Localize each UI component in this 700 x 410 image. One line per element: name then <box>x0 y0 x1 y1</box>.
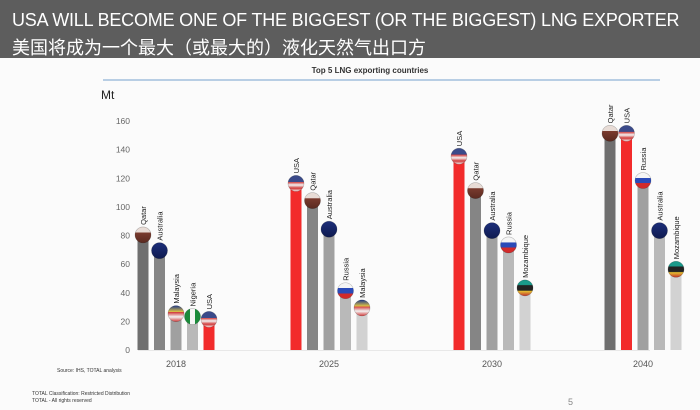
x-tick-label: 2025 <box>319 359 339 369</box>
bar-2018-australia <box>154 252 165 350</box>
bar-2025-qatar <box>307 202 318 350</box>
x-tick-label: 2040 <box>633 359 653 369</box>
y-tick-label: 140 <box>116 145 130 155</box>
bar-2025-malaysia <box>356 309 368 350</box>
bar-label: Qatar <box>472 161 481 180</box>
bar-label: Russia <box>505 211 514 235</box>
australia-flag-icon <box>483 222 501 239</box>
chart-title: Top 5 LNG exporting countries <box>312 66 429 75</box>
bar-label: Russia <box>639 147 648 171</box>
russia-flag-icon <box>337 282 354 300</box>
bar-label: Mozambique <box>672 216 681 259</box>
nigeria-flag-icon <box>184 308 201 325</box>
bar-2018-malaysia <box>170 315 182 350</box>
bar-2040-australia <box>654 232 665 350</box>
mozambique-flag-icon <box>516 279 534 297</box>
bar-label: Australia <box>325 189 334 219</box>
malaysia-flag-icon <box>353 299 371 317</box>
bar-2030-mozambique <box>519 289 531 350</box>
bar-label: Mozambique <box>521 235 530 278</box>
bar-2030-australia <box>486 232 498 350</box>
x-tick-label: 2030 <box>482 359 502 369</box>
bar-label: Australia <box>656 191 665 221</box>
footer-notes: TOTAL Classification: Restricted Distrib… <box>32 391 130 405</box>
malaysia-flag-icon <box>167 305 185 322</box>
bar-label: USA <box>292 158 301 173</box>
bar-2018-usa <box>203 321 215 350</box>
bar-label: USA <box>455 131 464 146</box>
qatar-flag-icon <box>601 125 619 142</box>
page-number: 5 <box>568 397 574 407</box>
classification-note: TOTAL Classification: Restricted Distrib… <box>32 391 130 397</box>
y-axis-label: Mt <box>101 88 115 102</box>
russia-flag-icon <box>500 236 517 254</box>
bar-2018-qatar <box>137 236 149 350</box>
y-tick-label: 60 <box>121 259 131 269</box>
russia-flag-icon <box>634 172 652 189</box>
mozambique-flag-icon <box>667 260 685 278</box>
qatar-flag-icon <box>304 192 321 209</box>
bar-label: Qatar <box>309 171 318 190</box>
bar-label: Malaysia <box>172 273 181 303</box>
bar-label: Malaysia <box>358 268 367 298</box>
usa-flag-icon <box>450 147 468 165</box>
y-tick-label: 20 <box>121 316 131 326</box>
bar-2025-australia <box>323 231 335 350</box>
slide-title-zh: 美国将成为一个最大（或最大的）液化天然气出口方 <box>12 38 426 59</box>
bar-label: USA <box>623 108 632 123</box>
australia-flag-icon <box>320 220 338 238</box>
y-tick-label: 160 <box>116 116 130 126</box>
source-note: Source: IHS, TOTAL analysis <box>57 368 122 374</box>
y-tick-label: 80 <box>121 231 131 241</box>
y-tick-label: 100 <box>116 202 130 212</box>
bar-2030-russia <box>503 246 514 350</box>
y-tick-label: 0 <box>125 345 130 355</box>
slide-title-en: USA WILL BECOME ONE OF THE BIGGEST (OR T… <box>12 10 680 30</box>
australia-flag-icon <box>651 222 668 239</box>
bar-label: Australia <box>488 191 497 221</box>
usa-flag-icon <box>200 311 218 328</box>
bar-label: Nigeria <box>189 282 198 307</box>
slide-header: USA WILL BECOME ONE OF THE BIGGEST (OR T… <box>0 0 700 59</box>
bar-2025-usa <box>290 185 302 350</box>
bar-2018-nigeria <box>187 318 198 350</box>
bar-2040-russia <box>637 182 649 350</box>
bar-label: Qatar <box>139 206 148 225</box>
qatar-flag-icon <box>467 182 484 199</box>
bar-label: Qatar <box>606 104 615 123</box>
bar-label: Australia <box>156 211 165 241</box>
usa-flag-icon <box>287 175 305 192</box>
bar-label: USA <box>205 294 214 309</box>
rights-note: TOTAL - All rights reserved <box>32 398 92 404</box>
qatar-flag-icon <box>134 226 152 244</box>
y-tick-label: 40 <box>121 288 131 298</box>
x-tick-label: 2018 <box>166 359 186 369</box>
bar-label: Russia <box>342 257 351 281</box>
bar-2030-qatar <box>470 192 481 350</box>
usa-flag-icon <box>618 125 635 142</box>
australia-flag-icon <box>151 242 168 259</box>
bar-2025-russia <box>340 292 351 350</box>
bar-2040-mozambique <box>670 271 682 350</box>
bar-2040-usa <box>621 135 632 350</box>
bar-2030-usa <box>453 158 465 350</box>
y-tick-label: 120 <box>116 173 130 183</box>
bar-2040-qatar <box>604 135 616 350</box>
